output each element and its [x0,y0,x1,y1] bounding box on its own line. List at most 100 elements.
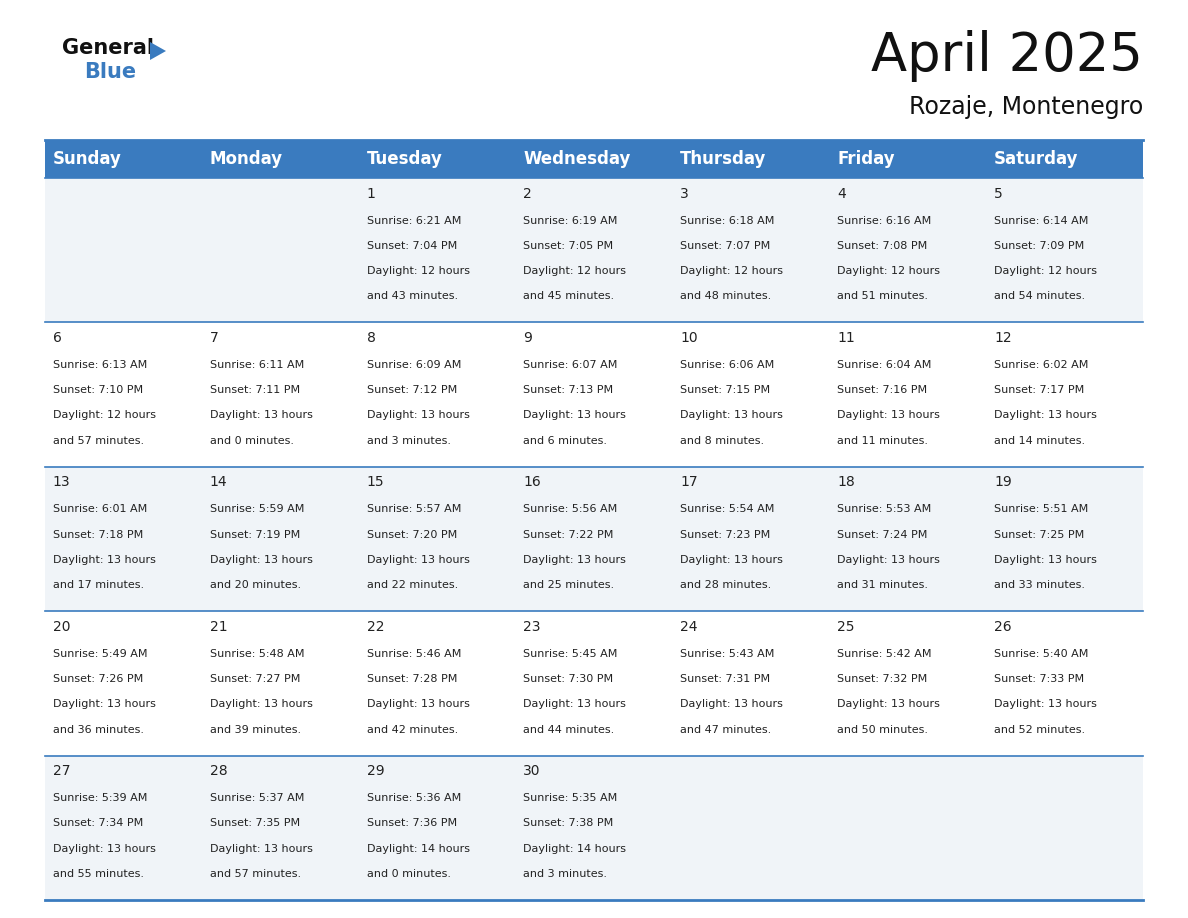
Text: Sunset: 7:16 PM: Sunset: 7:16 PM [838,386,928,396]
Text: Sunset: 7:04 PM: Sunset: 7:04 PM [367,241,457,251]
Bar [202,611,359,756]
Bar [516,140,672,178]
Text: Sunset: 7:18 PM: Sunset: 7:18 PM [52,530,143,540]
Bar [672,178,829,322]
Bar [516,466,672,611]
Text: Daylight: 13 hours: Daylight: 13 hours [681,554,783,565]
Bar [516,178,672,322]
Text: Daylight: 12 hours: Daylight: 12 hours [52,410,156,420]
Bar [359,756,516,900]
Text: 5: 5 [994,186,1003,201]
Text: Sunset: 7:10 PM: Sunset: 7:10 PM [52,386,143,396]
Text: Sunrise: 6:14 AM: Sunrise: 6:14 AM [994,216,1088,226]
Text: Sunrise: 5:56 AM: Sunrise: 5:56 AM [524,504,618,514]
Text: Daylight: 13 hours: Daylight: 13 hours [524,554,626,565]
Bar [45,611,202,756]
Bar [829,178,986,322]
Text: 12: 12 [994,331,1012,345]
Text: 4: 4 [838,186,846,201]
Text: Daylight: 13 hours: Daylight: 13 hours [994,554,1097,565]
Text: Sunrise: 6:04 AM: Sunrise: 6:04 AM [838,360,931,370]
Text: 14: 14 [210,476,227,489]
Text: 2: 2 [524,186,532,201]
Text: Sunrise: 6:07 AM: Sunrise: 6:07 AM [524,360,618,370]
Bar [829,611,986,756]
Text: Sunset: 7:32 PM: Sunset: 7:32 PM [838,674,928,684]
Bar [45,756,202,900]
Text: Sunset: 7:38 PM: Sunset: 7:38 PM [524,819,614,828]
Text: Sunrise: 5:49 AM: Sunrise: 5:49 AM [52,649,147,659]
Text: Sunset: 7:08 PM: Sunset: 7:08 PM [838,241,928,251]
Text: 21: 21 [210,620,227,633]
Text: Daylight: 12 hours: Daylight: 12 hours [681,266,783,276]
Text: Daylight: 14 hours: Daylight: 14 hours [367,844,469,854]
Text: and 45 minutes.: and 45 minutes. [524,291,614,301]
Bar [986,140,1143,178]
Text: and 3 minutes.: and 3 minutes. [524,869,607,879]
Text: and 51 minutes.: and 51 minutes. [838,291,928,301]
Text: Daylight: 12 hours: Daylight: 12 hours [838,266,940,276]
Text: 20: 20 [52,620,70,633]
Text: Sunday: Sunday [52,150,121,168]
Bar [202,322,359,466]
Text: Sunrise: 5:46 AM: Sunrise: 5:46 AM [367,649,461,659]
Text: Sunrise: 5:45 AM: Sunrise: 5:45 AM [524,649,618,659]
Text: Sunset: 7:11 PM: Sunset: 7:11 PM [210,386,299,396]
Text: 1: 1 [367,186,375,201]
Text: and 8 minutes.: and 8 minutes. [681,436,764,446]
Text: Sunrise: 5:40 AM: Sunrise: 5:40 AM [994,649,1088,659]
Bar [672,322,829,466]
Text: and 0 minutes.: and 0 minutes. [210,436,293,446]
Text: Sunrise: 5:57 AM: Sunrise: 5:57 AM [367,504,461,514]
Text: and 36 minutes.: and 36 minutes. [52,724,144,734]
Text: Sunrise: 6:06 AM: Sunrise: 6:06 AM [681,360,775,370]
Text: Sunset: 7:36 PM: Sunset: 7:36 PM [367,819,456,828]
Text: Daylight: 13 hours: Daylight: 13 hours [210,700,312,710]
Text: Sunset: 7:17 PM: Sunset: 7:17 PM [994,386,1085,396]
Text: Sunrise: 6:11 AM: Sunrise: 6:11 AM [210,360,304,370]
Text: and 43 minutes.: and 43 minutes. [367,291,457,301]
Text: Sunset: 7:22 PM: Sunset: 7:22 PM [524,530,614,540]
Text: Sunrise: 6:01 AM: Sunrise: 6:01 AM [52,504,147,514]
Text: Daylight: 13 hours: Daylight: 13 hours [52,554,156,565]
Text: and 33 minutes.: and 33 minutes. [994,580,1085,590]
Text: 16: 16 [524,476,542,489]
Text: 7: 7 [210,331,219,345]
Text: Sunrise: 6:09 AM: Sunrise: 6:09 AM [367,360,461,370]
Bar [672,466,829,611]
Text: 22: 22 [367,620,384,633]
Text: Sunset: 7:33 PM: Sunset: 7:33 PM [994,674,1085,684]
Text: Sunrise: 5:37 AM: Sunrise: 5:37 AM [210,793,304,803]
Text: and 48 minutes.: and 48 minutes. [681,291,771,301]
Text: and 42 minutes.: and 42 minutes. [367,724,457,734]
Text: 8: 8 [367,331,375,345]
Bar [359,178,516,322]
Text: Sunset: 7:09 PM: Sunset: 7:09 PM [994,241,1085,251]
Bar [202,140,359,178]
Text: Sunset: 7:19 PM: Sunset: 7:19 PM [210,530,299,540]
Text: Sunset: 7:13 PM: Sunset: 7:13 PM [524,386,613,396]
Text: Wednesday: Wednesday [524,150,631,168]
Text: Sunset: 7:30 PM: Sunset: 7:30 PM [524,674,613,684]
Text: Blue: Blue [84,62,137,82]
Text: Daylight: 13 hours: Daylight: 13 hours [681,700,783,710]
Bar [986,611,1143,756]
Text: Monday: Monday [210,150,283,168]
Text: and 6 minutes.: and 6 minutes. [524,436,607,446]
Text: and 14 minutes.: and 14 minutes. [994,436,1085,446]
Bar [829,466,986,611]
Text: Sunset: 7:12 PM: Sunset: 7:12 PM [367,386,457,396]
Text: Sunset: 7:05 PM: Sunset: 7:05 PM [524,241,613,251]
Text: 11: 11 [838,331,855,345]
Text: Daylight: 14 hours: Daylight: 14 hours [524,844,626,854]
Text: 19: 19 [994,476,1012,489]
Text: 13: 13 [52,476,70,489]
Text: Sunrise: 6:16 AM: Sunrise: 6:16 AM [838,216,931,226]
Text: Daylight: 13 hours: Daylight: 13 hours [367,700,469,710]
Bar [516,756,672,900]
Text: and 55 minutes.: and 55 minutes. [52,869,144,879]
Bar [202,756,359,900]
Text: Sunset: 7:34 PM: Sunset: 7:34 PM [52,819,143,828]
Text: and 0 minutes.: and 0 minutes. [367,869,450,879]
Bar [829,140,986,178]
